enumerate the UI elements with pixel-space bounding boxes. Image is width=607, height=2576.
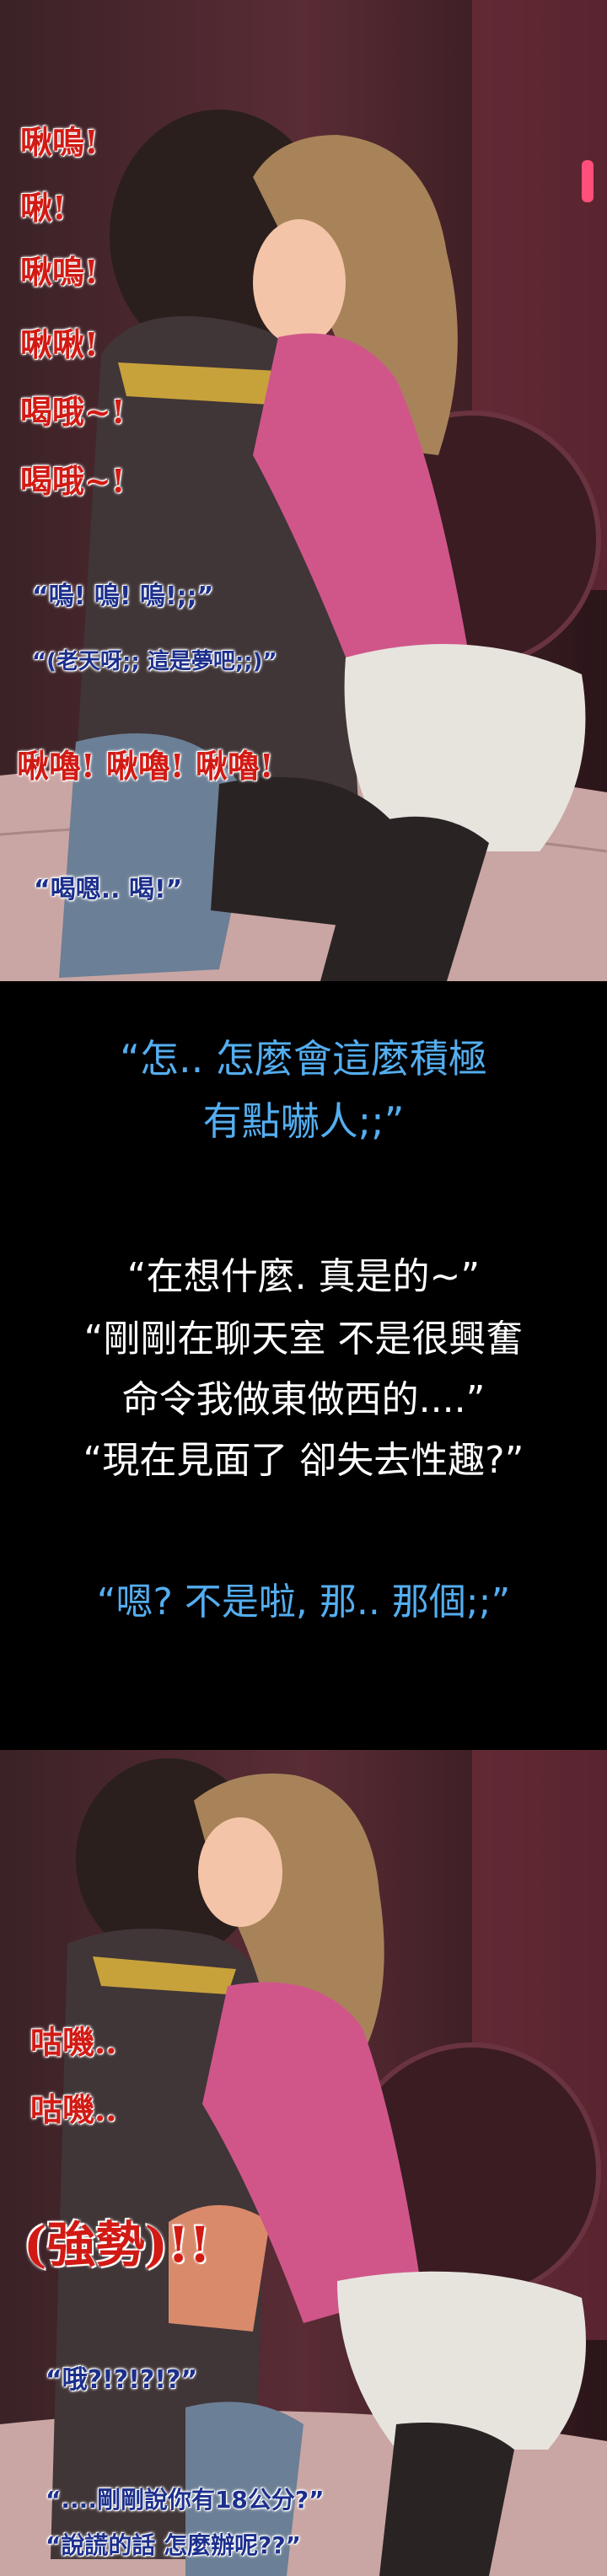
dialog-lie: “說謊的話 怎麼辦呢??” <box>46 2531 302 2559</box>
narration-white-4: “現在見面了 卻失去性趣?” <box>83 1439 524 1482</box>
comic-panel-1: 啾嗚! 啾! 啾嗚! 啾啾! 喝哦~! 喝哦~! “嗚! 嗚! 嗚!;;” “(… <box>0 0 607 981</box>
panel-1-illustration <box>0 0 607 981</box>
sfx-forceful: (強勢)!! <box>24 2216 211 2273</box>
sfx-kiss-1: 啾嗚! <box>20 123 99 161</box>
sfx-moan-1: 喝哦~! <box>20 393 126 431</box>
narration-white-1: “在想什麼. 真是的~” <box>126 1255 481 1298</box>
sfx-moan-2: 喝哦~! <box>20 462 126 500</box>
sfx-kiss-2: 啾! <box>20 189 67 227</box>
narration-blue-reply: “嗯? 不是啦, 那.. 那個;;” <box>96 1580 511 1623</box>
dialog-gulp: “喝嗯.. 喝!” <box>34 875 183 904</box>
sfx-slurp: 啾嚕! 啾嚕! 啾嚕! <box>17 747 274 785</box>
sfx-squelch-1: 咕嘰.. <box>30 2023 117 2061</box>
narration-white-2: “剛剛在聊天室 不是很興奮 <box>83 1318 524 1360</box>
narration-panel: “怎.. 怎麼會這麼積極 有點嚇人;;” “在想什麼. 真是的~” “剛剛在聊天… <box>0 981 607 1750</box>
dialog-oh: “哦?!?!?!?” <box>46 2365 198 2395</box>
dialog-18cm: “....剛剛說你有18公分?” <box>46 2486 325 2514</box>
comic-panel-3: 咕嘰.. 咕嘰.. (強勢)!! “哦?!?!?!?” “....剛剛說你有18… <box>0 1750 607 2576</box>
sfx-kiss-4: 啾啾! <box>20 325 99 363</box>
narration-blue-2: 有點嚇人;;” <box>202 1098 405 1144</box>
sfx-kiss-3: 啾嗚! <box>20 253 99 291</box>
narration-blue-1: “怎.. 怎麼會這麼積極 <box>120 1036 487 1081</box>
panel-3-illustration <box>0 1750 607 2576</box>
sfx-squelch-2: 咕嘰.. <box>30 2090 117 2128</box>
dialog-dream: “(老天呀;; 這是夢吧;;)” <box>32 649 277 674</box>
narration-white-3: 命令我做東做西的....” <box>121 1378 486 1421</box>
dialog-oo: “嗚! 嗚! 嗚!;;” <box>32 582 214 611</box>
